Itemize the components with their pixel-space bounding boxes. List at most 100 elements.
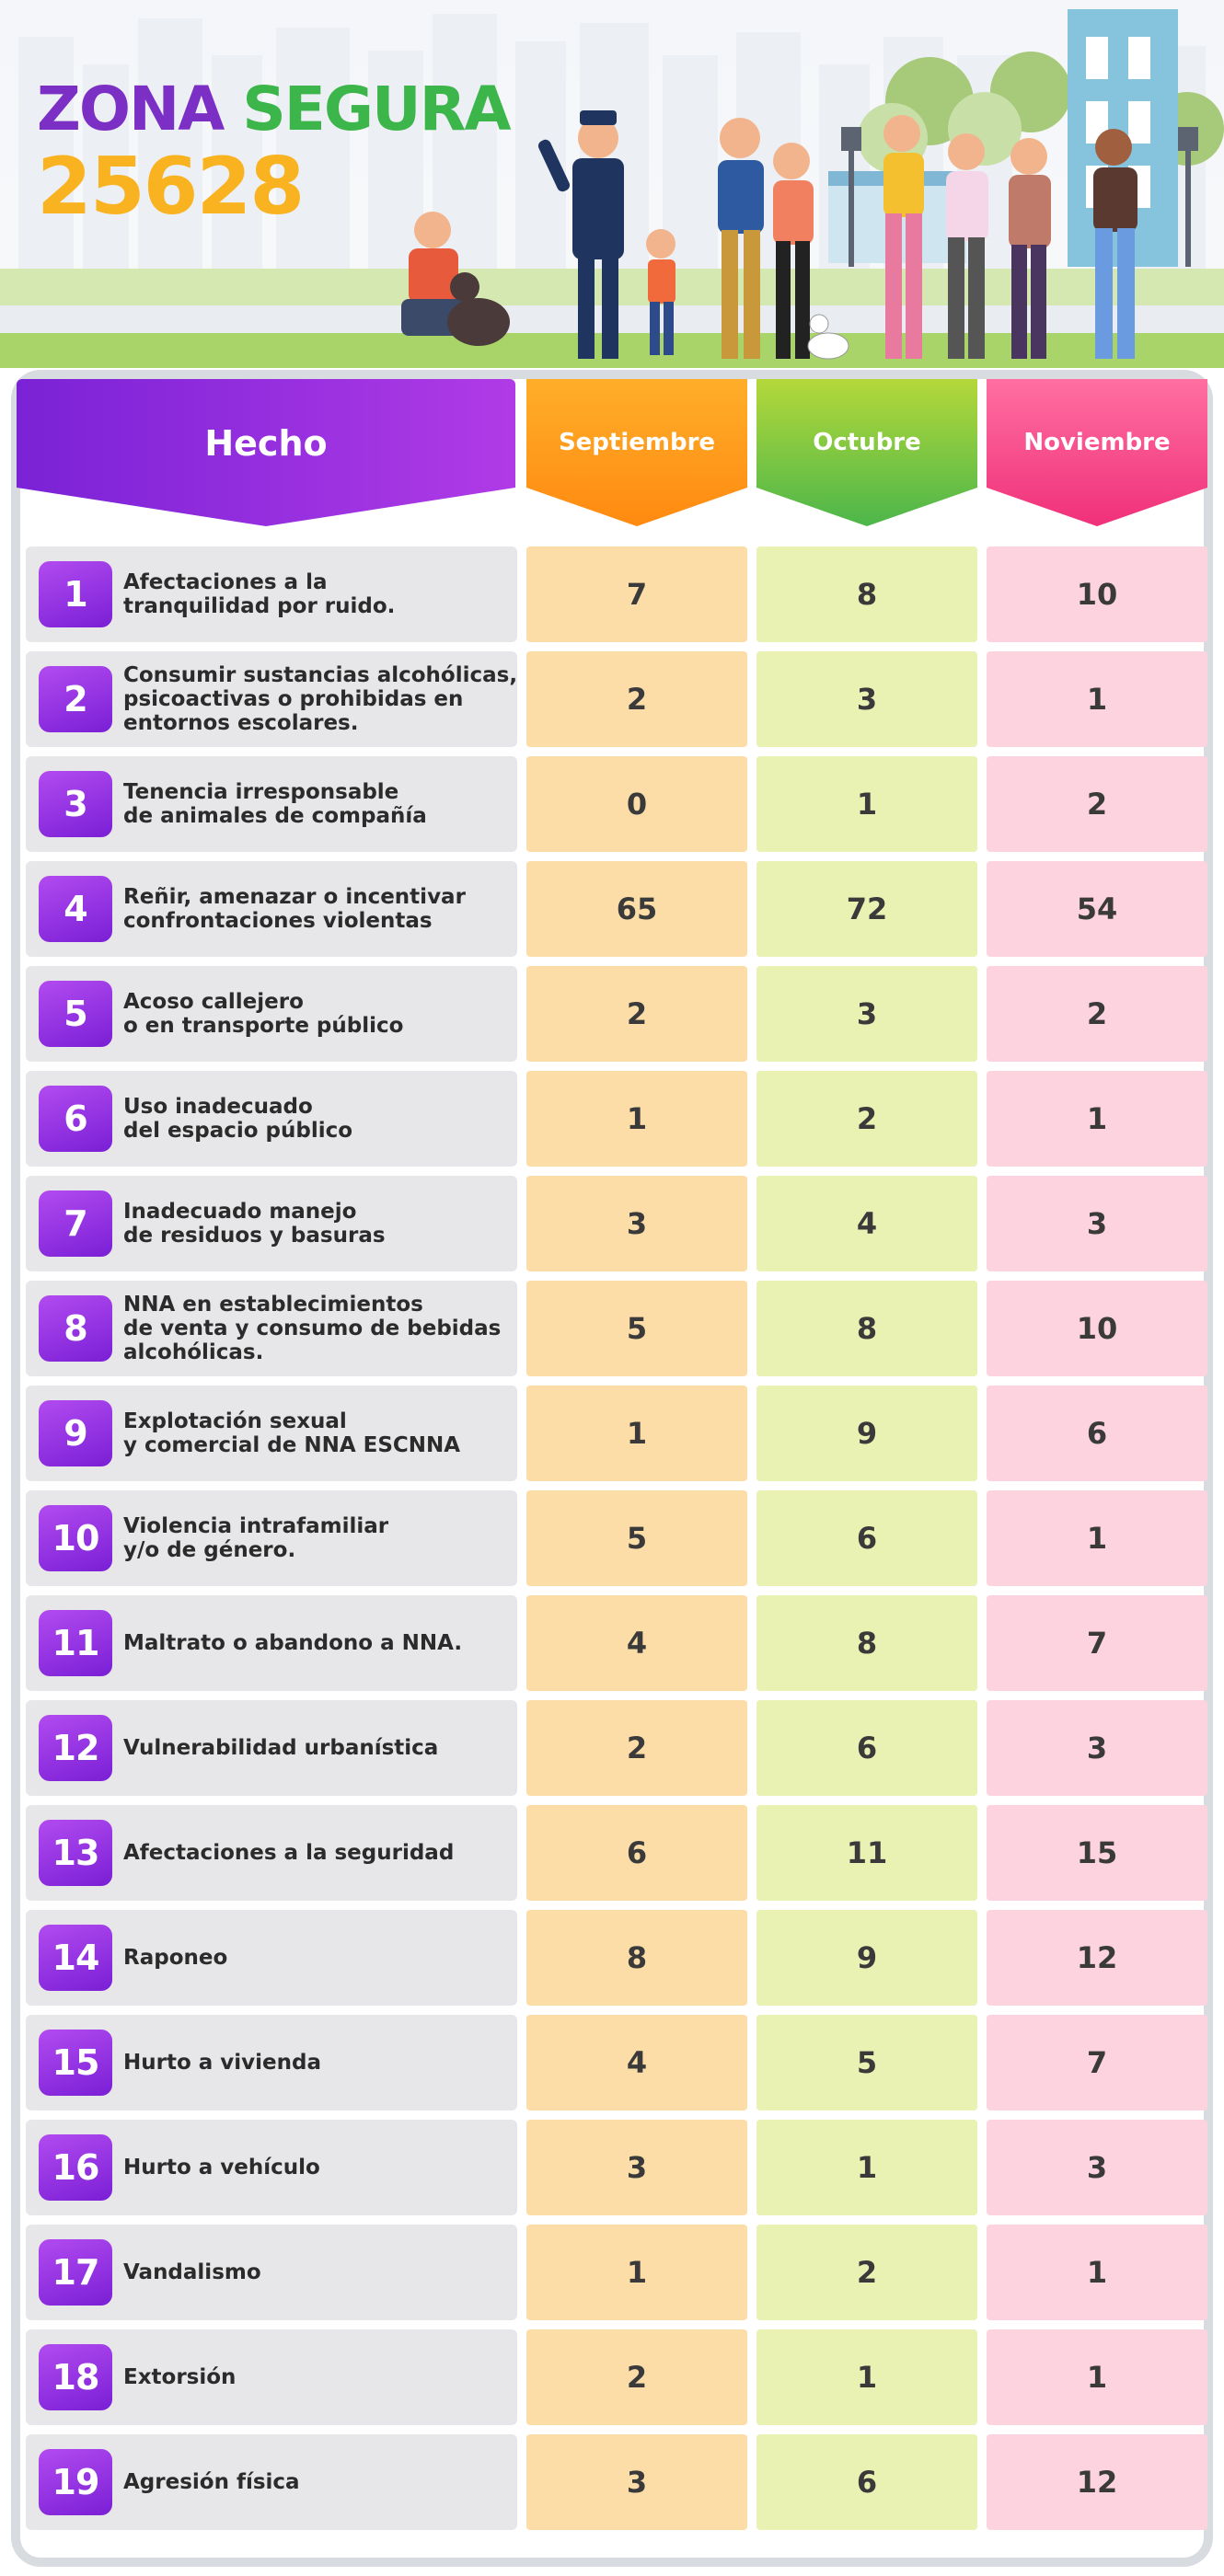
hecho-cell: 6 Uso inadecuado del espacio público [26,1071,517,1167]
septiembre-value: 8 [526,1910,747,2006]
octubre-value: 8 [756,1595,977,1691]
row-number-badge: 12 [39,1715,112,1781]
father-figure [718,118,764,359]
elder-man-figure [946,133,988,359]
table-row: 7 Inadecuado manejo de residuos y basuras… [0,1176,1224,1271]
septiembre-value: 65 [526,861,747,957]
octubre-value: 8 [756,546,977,642]
octubre-value: 6 [756,1490,977,1586]
table-row: 2 Consumir sustancias alcohólicas, psicoa… [0,651,1224,747]
noviembre-value: 1 [987,1490,1207,1586]
hecho-cell: 15 Hurto a vivienda [26,2015,517,2110]
table-row: 14 Raponeo 8 9 12 [0,1910,1224,2006]
row-number-badge: 10 [39,1505,112,1571]
octubre-value: 8 [756,1281,977,1376]
row-number-badge: 1 [39,561,112,627]
hecho-cell: 8 NNA en establecimientos de venta y cons… [26,1281,517,1376]
row-number-badge: 7 [39,1190,112,1257]
noviembre-value: 6 [987,1386,1207,1481]
noviembre-value: 3 [987,1176,1207,1271]
table-row: 9 Explotación sexual y comercial de NNA E… [0,1386,1224,1481]
septiembre-value: 3 [526,1176,747,1271]
row-number-badge: 4 [39,876,112,942]
table-row: 10 Violencia intrafamiliar y/o de género.… [0,1490,1224,1586]
noviembre-value: 10 [987,546,1207,642]
septiembre-value: 7 [526,546,747,642]
hecho-label: Inadecuado manejo de residuos y basuras [123,1200,386,1248]
community-people-illustration [401,110,1137,360]
septiembre-value: 2 [526,651,747,747]
hecho-cell: 5 Acoso callejero o en transporte público [26,966,517,1062]
octubre-value: 1 [756,756,977,852]
hecho-label: Agresión física [123,2470,300,2494]
row-number-badge: 19 [39,2449,112,2515]
septiembre-value: 0 [526,756,747,852]
hecho-cell: 11 Maltrato o abandono a NNA. [26,1595,517,1691]
hecho-cell: 7 Inadecuado manejo de residuos y basuras [26,1176,517,1271]
septiembre-value: 1 [526,2225,747,2320]
row-number-badge: 6 [39,1086,112,1152]
table-row: 11 Maltrato o abandono a NNA. 4 8 7 [0,1595,1224,1691]
hecho-cell: 1 Afectaciones a la tranquilidad por ruid… [26,546,517,642]
table-row: 3 Tenencia irresponsable de animales de c… [0,756,1224,852]
septiembre-value: 2 [526,2329,747,2425]
noviembre-value: 12 [987,1910,1207,2006]
table-row: 4 Reñir, amenazar o incentivar confrontac… [0,861,1224,957]
hecho-label: Extorsión [123,2365,237,2389]
table-row: 18 Extorsión 2 1 1 [0,2329,1224,2425]
hecho-label: Explotación sexual y comercial de NNA ES… [123,1409,461,1457]
noviembre-value: 1 [987,2329,1207,2425]
octubre-value: 4 [756,1176,977,1271]
hecho-cell: 17 Vandalismo [26,2225,517,2320]
elder-with-dog-figure [401,212,510,346]
noviembre-value: 1 [987,651,1207,747]
septiembre-value: 1 [526,1386,747,1481]
octubre-value: 9 [756,1910,977,2006]
title-word-zona: ZONA [37,74,225,144]
hecho-label: Violencia intrafamiliar y/o de género. [123,1514,389,1562]
table-row: 1 Afectaciones a la tranquilidad por ruid… [0,546,1224,642]
noviembre-value: 10 [987,1281,1207,1376]
child-figure [646,229,676,355]
octubre-value: 72 [756,861,977,957]
hecho-label: NNA en establecimientos de venta y consu… [123,1293,502,1364]
row-number-badge: 8 [39,1295,112,1362]
table-row: 16 Hurto a vehículo 3 1 3 [0,2120,1224,2215]
column-header-octubre-label: Octubre [813,429,921,456]
table-row: 15 Hurto a vivienda 4 5 7 [0,2015,1224,2110]
noviembre-value: 15 [987,1805,1207,1901]
octubre-value: 3 [756,966,977,1062]
table-row: 6 Uso inadecuado del espacio público 1 2 1 [0,1071,1224,1167]
header-illustration: ZONA SEGURA 25628 [0,0,1224,368]
table-row: 17 Vandalismo 1 2 1 [0,2225,1224,2320]
row-number-badge: 15 [39,2030,112,2096]
septiembre-value: 1 [526,1071,747,1167]
octubre-value: 5 [756,2015,977,2110]
hecho-label: Consumir sustancias alcohólicas, psicoac… [123,663,518,735]
column-header-noviembre-label: Noviembre [1023,429,1171,456]
row-number-badge: 14 [39,1925,112,1991]
row-number-badge: 13 [39,1820,112,1886]
hecho-label: Acoso callejero o en transporte público [123,990,404,1038]
page-title: ZONA SEGURA [37,79,512,140]
row-number-badge: 11 [39,1610,112,1676]
woman-pink-figure [883,115,924,359]
hecho-label: Afectaciones a la seguridad [123,1841,455,1865]
noviembre-value: 3 [987,1700,1207,1796]
white-dog-figure [807,314,849,360]
table-row: 13 Afectaciones a la seguridad 6 11 15 [0,1805,1224,1901]
septiembre-value: 2 [526,966,747,1062]
hecho-cell: 12 Vulnerabilidad urbanística [26,1700,517,1796]
police-officer-figure [537,110,624,359]
octubre-value: 11 [756,1805,977,1901]
hecho-label: Vandalismo [123,2260,261,2284]
hecho-cell: 19 Agresión física [26,2434,517,2530]
hecho-label: Uso inadecuado del espacio público [123,1095,353,1143]
row-number-badge: 18 [39,2344,112,2410]
septiembre-value: 6 [526,1805,747,1901]
row-number-badge: 3 [39,771,112,837]
hecho-cell: 16 Hurto a vehículo [26,2120,517,2215]
octubre-value: 2 [756,1071,977,1167]
zone-number: 25628 [37,141,305,233]
table-row: 5 Acoso callejero o en transporte público… [0,966,1224,1062]
